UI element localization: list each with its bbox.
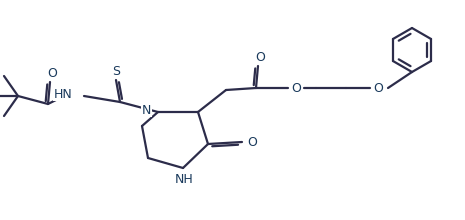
Text: HN: HN — [53, 88, 72, 101]
Text: O: O — [291, 81, 301, 95]
Text: O: O — [255, 51, 265, 64]
Text: S: S — [112, 64, 120, 77]
Text: O: O — [47, 66, 57, 79]
Text: NH: NH — [175, 172, 193, 185]
Text: O: O — [247, 136, 257, 149]
Text: O: O — [373, 81, 383, 95]
Text: N: N — [142, 103, 151, 117]
